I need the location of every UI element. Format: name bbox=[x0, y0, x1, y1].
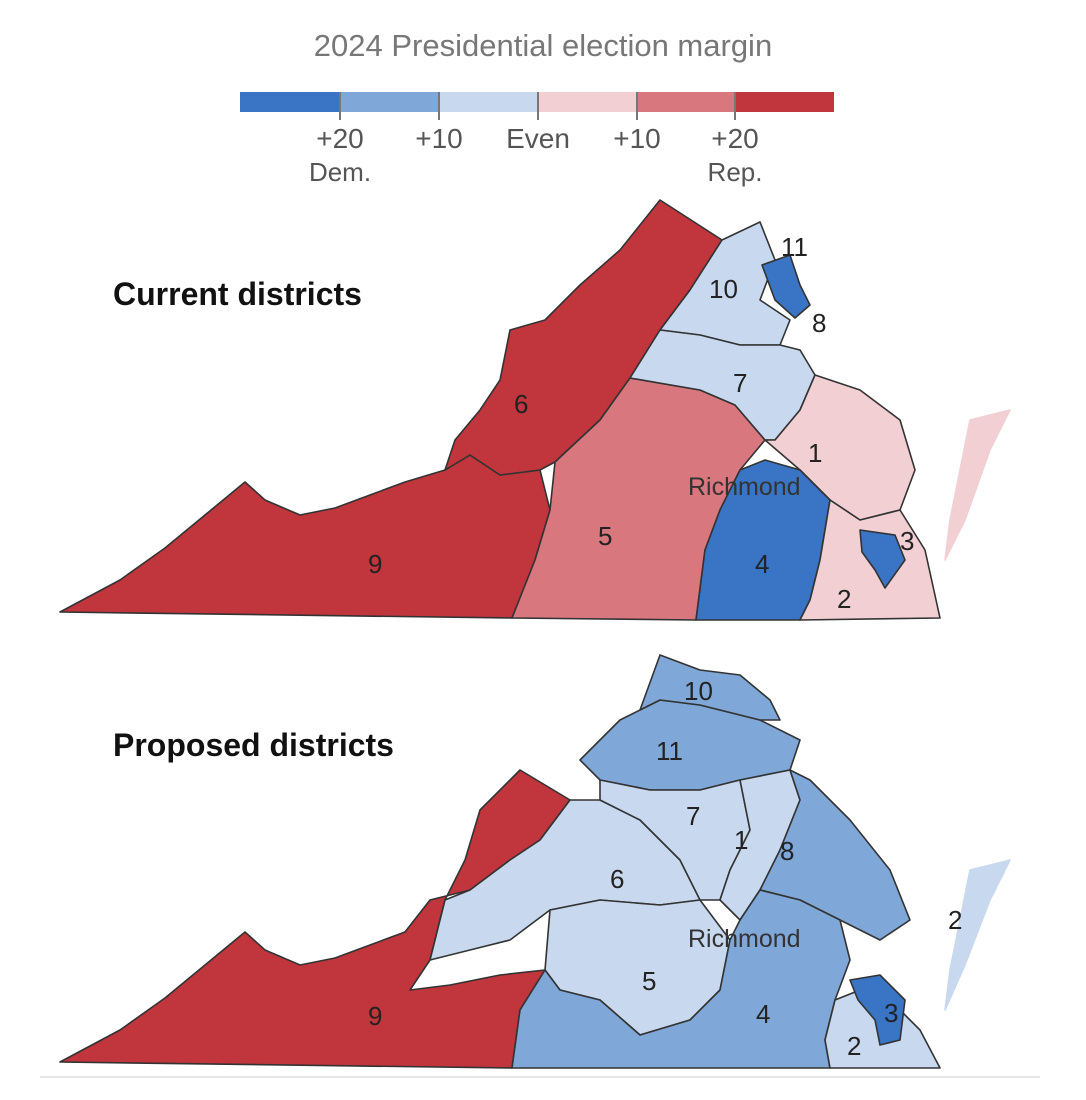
legend-tick-label: Even bbox=[506, 123, 570, 154]
legend-swatch-dem-0 bbox=[438, 92, 537, 112]
current-eastern-shore bbox=[944, 409, 1011, 561]
current-district-label: 9 bbox=[368, 549, 382, 579]
current-city-label-richmond: Richmond bbox=[688, 473, 801, 501]
current-map-heading: Current districts bbox=[113, 276, 362, 312]
current-district-label: 10 bbox=[709, 274, 738, 304]
legend-rep-label: Rep. bbox=[707, 157, 763, 187]
proposed-district-label: 4 bbox=[756, 999, 770, 1029]
current-district-label: 4 bbox=[755, 549, 769, 579]
current-district-label: 1 bbox=[808, 438, 822, 468]
current-district-3 bbox=[859, 529, 906, 589]
proposed-district-label: 11 bbox=[656, 736, 683, 766]
proposed-district-label: 3 bbox=[884, 998, 898, 1028]
proposed-district-label: 1 bbox=[734, 825, 748, 855]
legend-swatch-rep-0 bbox=[537, 92, 636, 112]
legend-tick-label: +20 bbox=[711, 123, 759, 154]
legend-swatch-dem-20 bbox=[240, 92, 339, 112]
legend-dem-label: Dem. bbox=[308, 157, 372, 187]
legend-tick bbox=[734, 92, 736, 120]
legend-tick bbox=[438, 92, 440, 120]
chart-title: 2024 Presidential election margin bbox=[313, 28, 773, 63]
proposed-eastern-shore bbox=[944, 859, 1011, 1011]
proposed-district-10 bbox=[639, 654, 781, 721]
legend-tick-label: +10 bbox=[415, 123, 463, 154]
proposed-district-label: 7 bbox=[686, 801, 700, 831]
proposed-district-label-2-south: 2 bbox=[847, 1031, 861, 1061]
legend-swatch-rep-20 bbox=[735, 92, 834, 112]
current-district-label: 8 bbox=[812, 308, 826, 338]
proposed-district-8 bbox=[759, 769, 911, 941]
legend-tick bbox=[339, 92, 341, 120]
proposed-district-label: 9 bbox=[368, 1001, 382, 1031]
legend-tick-label: +20 bbox=[316, 123, 364, 154]
proposed-city-label-richmond: Richmond bbox=[688, 925, 801, 953]
legend-tick bbox=[537, 92, 539, 120]
proposed-map-heading: Proposed districts bbox=[113, 727, 394, 763]
current-district-9 bbox=[59, 454, 551, 619]
current-district-label: 3 bbox=[900, 526, 914, 556]
proposed-districts-map: 9 6 5 7 1 2 4 8 10 11 3 2 Richmond bbox=[59, 654, 1011, 1069]
current-district-11 bbox=[761, 254, 811, 319]
proposed-district-label: 10 bbox=[684, 676, 713, 706]
current-district-label: 6 bbox=[514, 389, 528, 419]
current-district-label: 5 bbox=[598, 521, 612, 551]
proposed-district-label: 5 bbox=[642, 966, 656, 996]
legend-swatch-dem-10 bbox=[339, 92, 438, 112]
proposed-district-label: 8 bbox=[780, 836, 794, 866]
current-districts-map: 9 6 5 1 2 7 10 4 3 8 11 Richmond bbox=[59, 199, 1011, 621]
legend-swatch-rep-10 bbox=[636, 92, 735, 112]
bottom-divider bbox=[40, 1076, 1040, 1078]
proposed-district-label: 6 bbox=[610, 864, 624, 894]
legend-tick bbox=[636, 92, 638, 120]
current-district-label: 7 bbox=[733, 368, 747, 398]
current-district-label: 2 bbox=[837, 584, 851, 614]
current-district-label: 11 bbox=[781, 232, 808, 262]
legend-tick-label: +10 bbox=[613, 123, 661, 154]
margin-legend-bar bbox=[240, 92, 834, 112]
proposed-district-3 bbox=[849, 974, 906, 1046]
proposed-district-label: 2 bbox=[948, 905, 962, 935]
